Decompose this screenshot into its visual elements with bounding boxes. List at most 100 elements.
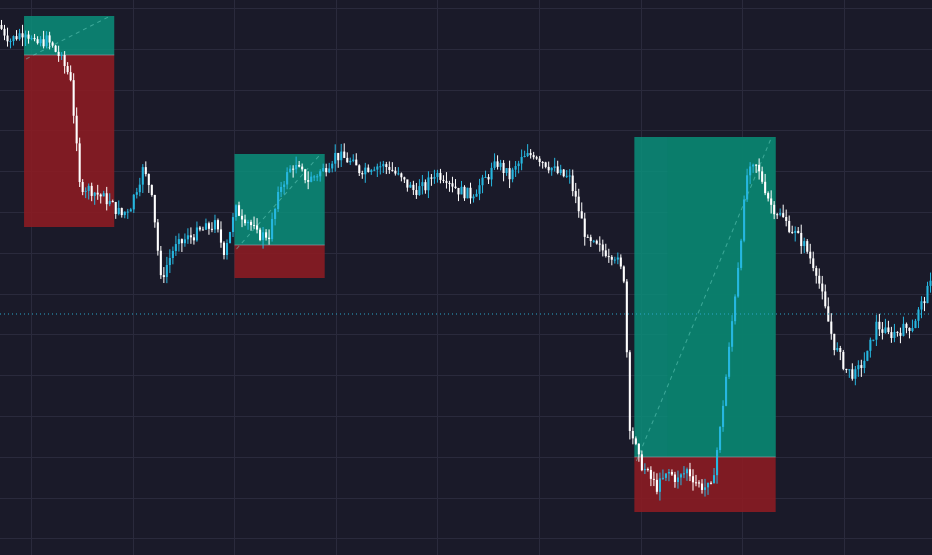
candle-body [643,469,646,471]
candle-body [755,164,758,166]
candle-body [697,482,701,484]
candle-body [201,229,204,231]
candle-body [186,235,189,240]
candle-body [99,194,102,197]
candle-body [535,157,538,159]
candle-body [123,211,126,216]
candle-body [18,33,21,40]
candle-body [869,339,872,351]
candle-body [90,185,93,196]
candle-body [168,257,171,266]
candle-body [842,351,845,369]
candle-body [138,184,141,193]
candle-body [111,201,114,203]
candle-body [156,222,159,251]
candle-body [679,474,683,478]
candle-body [394,170,397,174]
candle-body [652,478,655,480]
candle-body [472,196,475,199]
candle-body [803,241,806,247]
candle-body [797,230,800,233]
candle-body [658,478,661,492]
candle-body [622,266,625,282]
candle-body [75,115,78,144]
candle-body [105,193,108,205]
candle-body [84,190,87,192]
candle-body [728,346,731,377]
candle-body [580,211,583,219]
candle-body [81,182,84,192]
candle-body [114,202,117,215]
candle-body [280,186,283,192]
trade-path [236,153,322,250]
candle-body [412,184,415,191]
candle-body [448,182,451,184]
candle-body [48,35,51,43]
candle-body [207,223,211,229]
candle-body [388,167,391,170]
candle-body [761,171,764,182]
candle-body [764,181,767,194]
candle-body [322,168,325,172]
candle-body [69,72,72,81]
candle-body [72,80,75,116]
candle-body [577,196,580,212]
candle-body [117,208,120,215]
candle-body [240,215,244,220]
candle-body [502,162,505,174]
candle-body [132,194,135,210]
candle-body [21,33,24,38]
candle-body [195,227,198,241]
candle-body [3,28,6,36]
candle-body [159,250,162,276]
profit-zone [234,154,325,245]
candle-body [228,232,232,243]
candle-body [180,239,183,244]
candle-body [421,182,424,187]
candle-body [373,169,376,171]
candle-body [505,168,508,174]
candle-body [439,172,442,180]
candle-body [589,237,592,241]
candle-body [325,168,328,173]
candle-body [319,171,322,177]
candle-body [430,177,433,179]
candle-body [604,250,607,257]
candle-body [51,42,54,46]
candle-body [457,187,460,195]
candle-body [637,443,640,455]
candle-body [367,167,370,172]
trade-path [635,136,773,462]
candle-body [192,237,195,241]
candle-body [595,240,598,244]
candle-body [496,161,499,167]
candle-body [66,66,69,73]
candle-body [685,469,689,474]
candle-body [553,166,556,168]
candle-body [646,469,649,471]
candle-body [872,339,875,341]
candle-body [860,365,863,368]
candle-body [881,329,884,333]
candle-body [126,211,129,213]
candle-body [397,173,400,175]
candle-body [370,170,373,172]
candle-body [670,472,673,475]
candle-body [676,477,680,482]
candle-body [743,199,746,241]
candle-body [87,185,90,191]
candle-body [237,205,241,216]
candle-body [153,195,156,223]
candle-body [541,161,544,163]
candle-body [785,217,788,221]
candle-body [562,169,565,177]
candle-body [550,167,553,171]
candle-body [812,258,815,269]
candle-body [821,283,824,292]
candle-body [9,41,12,43]
candle-body [896,331,899,333]
candle-body [752,164,755,167]
candle-body [436,172,439,177]
